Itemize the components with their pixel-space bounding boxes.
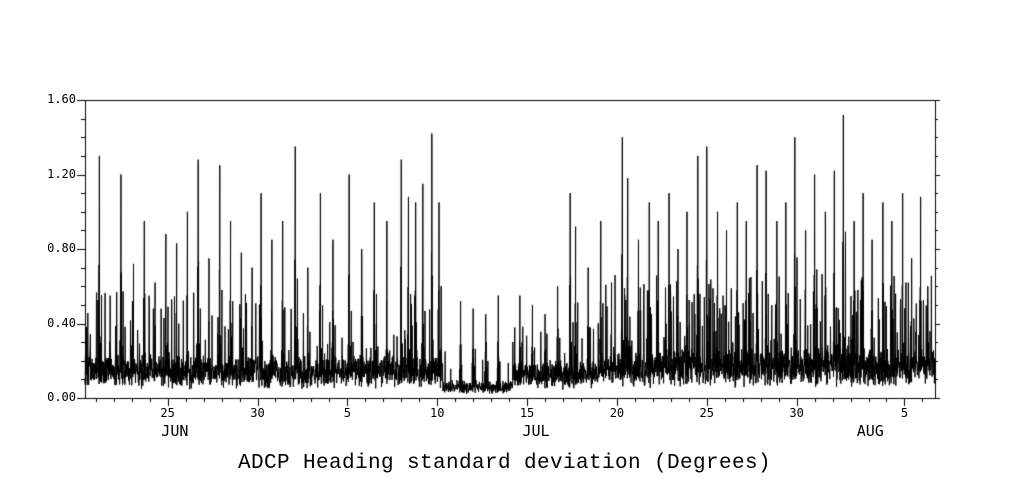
chart-title: ADCP Heading standard deviation (Degrees… — [237, 452, 772, 475]
